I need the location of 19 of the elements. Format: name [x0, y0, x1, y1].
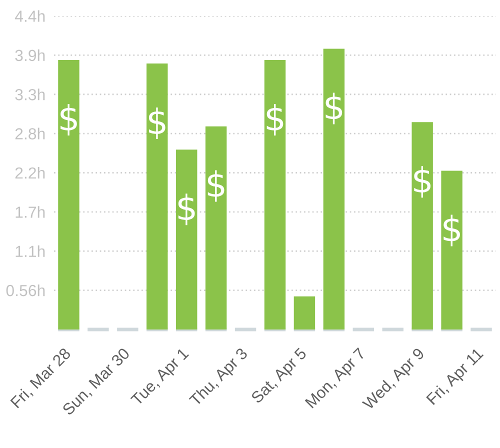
bar: [441, 170, 462, 330]
y-tick-label: 1.1h: [16, 245, 45, 257]
bar: [412, 122, 433, 330]
bar: [58, 60, 80, 330]
y-tick-label: 2.2h: [15, 166, 45, 179]
y-tick-label: 0.56h: [6, 284, 45, 296]
bar: [146, 64, 168, 330]
y-tick-label: 4.4h: [14, 10, 45, 22]
bar: [294, 296, 316, 330]
bar: [264, 60, 286, 330]
x-tick-label: Fri, Apr 11: [426, 347, 486, 408]
y-tick-label: 3.3h: [15, 88, 45, 100]
bar: [205, 126, 227, 330]
y-tick-label: 2.8h: [15, 128, 45, 140]
bar: [323, 48, 345, 330]
y-tick-label: 1.7h: [16, 206, 45, 218]
y-tick-label: 3.9h: [15, 49, 45, 62]
x-tick-label: Thu, Apr 3: [188, 346, 250, 409]
bar: [176, 150, 198, 330]
